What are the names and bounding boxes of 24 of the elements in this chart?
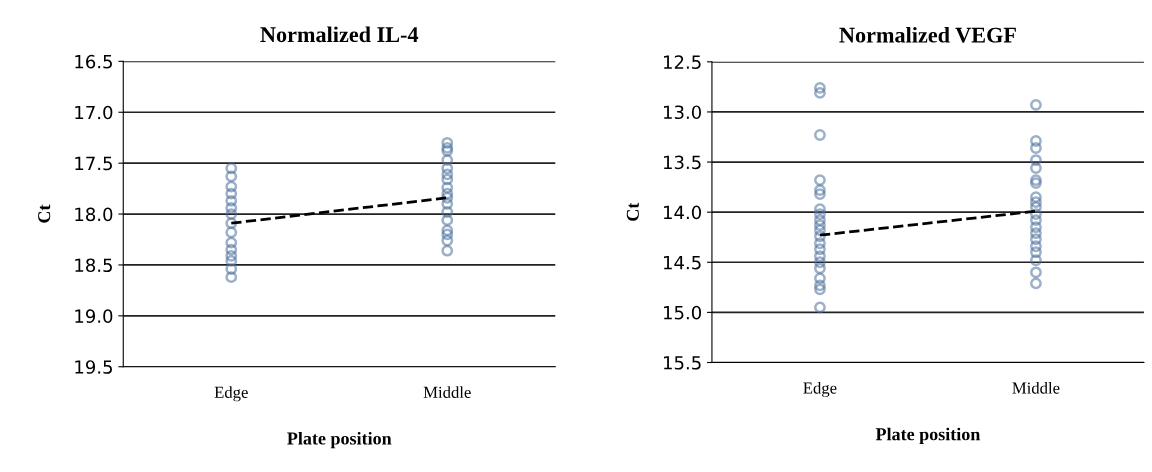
y-tick-label: 19.5 bbox=[75, 360, 112, 374]
y-tick-label: 15.0 bbox=[664, 305, 702, 320]
y-axis-title: Ct bbox=[38, 204, 51, 223]
x-tick-label: Edge bbox=[214, 386, 248, 402]
y-tick-label: 18.5 bbox=[75, 258, 112, 273]
chart-title: Normalized VEGF bbox=[839, 26, 1016, 43]
y-tick-label: 17.0 bbox=[75, 105, 113, 120]
y-tick-label: 14.5 bbox=[664, 255, 701, 270]
y-tick-label: 13.5 bbox=[664, 155, 701, 170]
y-axis-title: Ct bbox=[626, 202, 639, 221]
y-tick-label: 18.0 bbox=[75, 207, 113, 222]
y-tick-label: 15.5 bbox=[664, 356, 701, 370]
y-tick-label: 12.5 bbox=[664, 55, 701, 69]
y-tick-label: 16.5 bbox=[75, 54, 112, 69]
y-tick-label: 14.0 bbox=[664, 205, 702, 220]
x-tick-label: Middle bbox=[423, 386, 471, 398]
y-tick-label: 19.0 bbox=[75, 309, 113, 323]
x-tick-label: Edge bbox=[803, 381, 837, 398]
x-tick-label: Middle bbox=[1012, 381, 1060, 394]
y-tick-label: 13.0 bbox=[664, 105, 702, 120]
x-axis-title: Plate position bbox=[287, 431, 392, 449]
x-axis-title: Plate position bbox=[875, 427, 981, 445]
y-tick-label: 17.5 bbox=[75, 156, 112, 171]
chart-title: Normalized IL-4 bbox=[260, 26, 419, 43]
